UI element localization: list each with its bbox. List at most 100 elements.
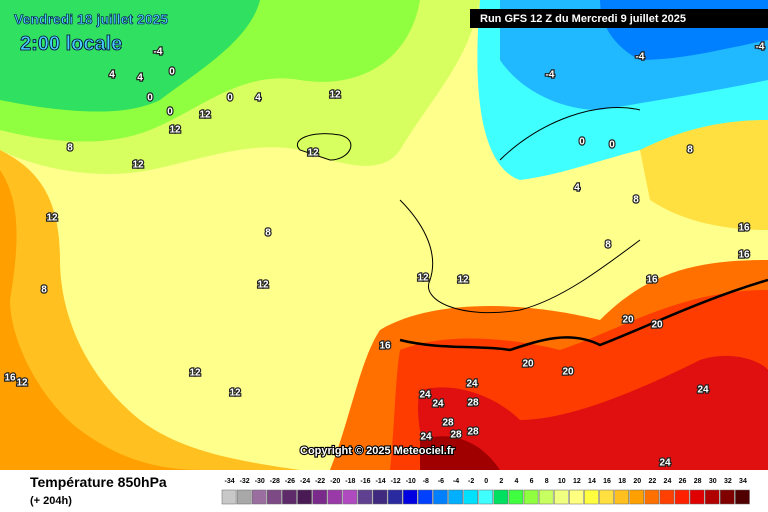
scale-label: -32	[240, 478, 250, 485]
isotherm-label: 12	[329, 90, 341, 101]
run-banner	[470, 9, 768, 28]
scale-label: 28	[694, 478, 702, 485]
isotherm-label: 0	[167, 107, 173, 118]
isotherm-label: 0	[147, 93, 153, 104]
scale-label: -16	[360, 478, 370, 485]
isotherm-label: 12	[189, 368, 201, 379]
isotherm-label: 16	[738, 250, 750, 261]
scale-label: 18	[618, 478, 626, 485]
scale-swatch	[674, 489, 690, 505]
isotherm-label: 0	[169, 67, 175, 78]
scale-swatch	[584, 489, 599, 505]
scale-label: 14	[588, 478, 596, 485]
zone-32	[420, 436, 500, 470]
scale-swatch	[357, 489, 373, 505]
isotherm-label: 24	[659, 458, 671, 469]
scale-swatch	[538, 489, 554, 505]
scale-label: -20	[330, 478, 340, 485]
isotherm-label: 8	[265, 228, 271, 239]
scale-swatch	[704, 489, 720, 505]
isotherm-label: 4	[574, 183, 580, 194]
isotherm-label: 12	[417, 273, 429, 284]
scale-swatch	[221, 489, 237, 505]
scale-swatch	[463, 489, 478, 505]
scale-swatch	[508, 489, 524, 505]
scale-swatch	[599, 489, 614, 505]
scale-swatch	[433, 489, 448, 505]
isotherm-label: 24	[697, 385, 709, 396]
run-info: Run GFS 12 Z du Mercredi 9 juillet 2025	[480, 13, 686, 25]
legend-bar: Température 850hPa (+ 204h) -34 -32 -30 -28…	[30, 474, 750, 507]
scale-label: -12	[391, 478, 401, 485]
scale-label: 6	[530, 478, 534, 485]
isotherm-label: 20	[522, 359, 534, 370]
isotherm-label: 16	[4, 373, 16, 384]
isotherm-label: 12	[257, 280, 269, 291]
scale-swatch	[614, 489, 629, 505]
isotherm-20	[399, 278, 768, 352]
isotherm-label: 20	[651, 320, 663, 331]
scale-swatch	[659, 489, 675, 505]
scale-swatch	[553, 489, 569, 505]
scale-label: 16	[603, 478, 611, 485]
scale-label: 8	[545, 478, 549, 485]
isotherm-label: 28	[467, 427, 479, 438]
isotherm-label: 16	[379, 341, 391, 352]
scale-swatch	[387, 489, 403, 505]
scale-label: -34	[224, 478, 234, 485]
scale-swatch	[569, 489, 584, 505]
scale-swatch	[478, 489, 494, 505]
scale-label: 22	[648, 478, 656, 485]
scale-label: -26	[285, 478, 295, 485]
scale-label: -10	[406, 478, 416, 485]
scale-swatch	[629, 489, 645, 505]
scale-label: -18	[345, 478, 355, 485]
isotherm-label: 28	[442, 418, 454, 429]
zone-14-east	[640, 120, 768, 230]
isotherm-label: -4	[154, 47, 163, 58]
coastline	[297, 106, 641, 314]
scale-swatch	[720, 489, 735, 505]
isotherm-label: 12	[229, 388, 241, 399]
scale-swatch	[312, 489, 327, 505]
zone-2	[0, 0, 260, 112]
scale-label: -2	[468, 478, 474, 485]
scale-label: 4	[514, 478, 518, 485]
scale-swatch	[644, 489, 660, 505]
scale-swatch	[402, 489, 418, 505]
scale-label: -28	[270, 478, 280, 485]
isotherm-label: 0	[227, 93, 233, 104]
scale-swatch	[735, 489, 750, 505]
isotherm-label: -4	[756, 42, 765, 53]
scale-label: -4	[453, 478, 459, 485]
zone-west-hot	[0, 170, 200, 470]
isotherm-label: 4	[255, 93, 261, 104]
isotherm-label: 12	[16, 378, 28, 389]
isotherm-label: 24	[420, 432, 432, 443]
isotherm-label: 12	[307, 148, 319, 159]
scale-label: -22	[315, 478, 325, 485]
scale-swatch	[297, 489, 312, 505]
isotherm-label: 28	[450, 430, 462, 441]
scale-swatch	[493, 489, 509, 505]
forecast-time: 2:00 locale	[20, 33, 122, 55]
scale-label: -6	[438, 478, 444, 485]
isotherm-label: 0	[579, 137, 585, 148]
isotherm-label: 8	[67, 143, 73, 154]
scale-label: 12	[573, 478, 581, 485]
zone-west-warm	[0, 150, 300, 470]
scale-swatch	[282, 489, 297, 505]
isotherm-label: 12	[199, 110, 211, 121]
isotherm-label: 8	[687, 145, 693, 156]
scale-swatch	[448, 489, 463, 505]
scale-label: 32	[724, 478, 732, 485]
scale-swatch	[523, 489, 539, 505]
isotherm-label: 8	[605, 240, 611, 251]
scale-label: -24	[300, 478, 310, 485]
isotherm-label: 20	[562, 367, 574, 378]
isotherm-label: 28	[467, 398, 479, 409]
scale-label: 10	[558, 478, 566, 485]
isotherm-label: 8	[633, 195, 639, 206]
zone-28	[418, 355, 768, 470]
scale-label: 24	[664, 478, 672, 485]
